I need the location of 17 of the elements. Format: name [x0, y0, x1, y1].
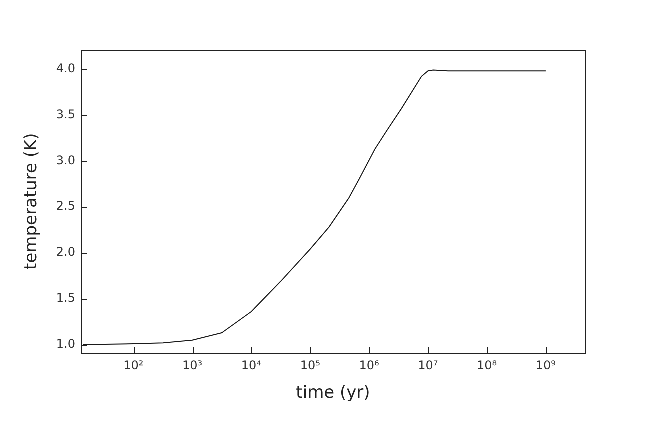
y-tick-label: 3.0: [56, 153, 76, 168]
y-tick-label: 2.0: [56, 245, 76, 260]
x-tick-label: 10⁷: [418, 358, 438, 373]
x-tick-label: 10⁵: [300, 358, 321, 373]
x-tick-label: 10²: [124, 358, 144, 373]
x-tick-label: 10⁸: [477, 358, 498, 373]
y-tick-label: 4.0: [56, 61, 76, 76]
y-tick-label: 3.5: [56, 107, 76, 122]
x-tick-label: 10³: [182, 358, 203, 373]
x-tick-label: 10⁶: [359, 358, 380, 373]
y-axis-title: temperature (K): [22, 133, 42, 270]
y-tick-label: 1.0: [56, 337, 76, 352]
y-tick-label: 1.5: [56, 291, 76, 306]
x-axis-title: time (yr): [296, 383, 370, 404]
x-tick-label: 10⁴: [241, 358, 262, 373]
x-tick-label: 10⁹: [536, 358, 556, 373]
y-tick-label: 2.5: [56, 199, 76, 214]
